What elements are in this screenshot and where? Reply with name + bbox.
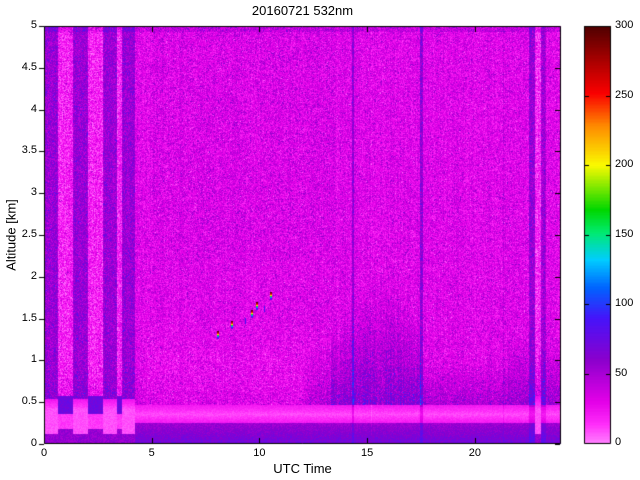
- colorbar-tick-label: 200: [615, 158, 634, 170]
- x-tick-label: 0: [40, 447, 48, 459]
- colorbar-tick-label: 50: [615, 366, 628, 379]
- colorbar-tick-label: 0: [615, 436, 622, 448]
- y-tick-label: 2: [30, 269, 37, 282]
- y-tick-label: 4.5: [21, 60, 37, 73]
- colorbar-tick-label: 250: [615, 88, 634, 101]
- colorbar-tick-label: 100: [615, 297, 634, 309]
- colorbar-tick-label: 300: [615, 19, 634, 31]
- y-tick-label: 5: [30, 19, 37, 31]
- y-tick-label: 4: [30, 102, 37, 115]
- x-tick-label: 20: [468, 447, 481, 459]
- y-tick-label: 2.5: [21, 228, 37, 240]
- x-tick-label: 15: [361, 447, 374, 459]
- plot-title: 20160721 532nm: [251, 3, 354, 18]
- colorbar-tick-label: 150: [615, 227, 634, 240]
- x-axis-label: UTC Time: [273, 461, 332, 476]
- y-tick-label: 1: [30, 353, 37, 366]
- x-tick-label: 5: [148, 447, 155, 459]
- y-tick-label: 3: [30, 186, 37, 199]
- y-tick-label: 0: [30, 437, 37, 449]
- x-tick-label: 10: [253, 447, 266, 459]
- y-tick-label: 0.5: [21, 395, 37, 408]
- y-tick-label: 1.5: [21, 311, 37, 324]
- y-tick-label: 3.5: [21, 144, 37, 157]
